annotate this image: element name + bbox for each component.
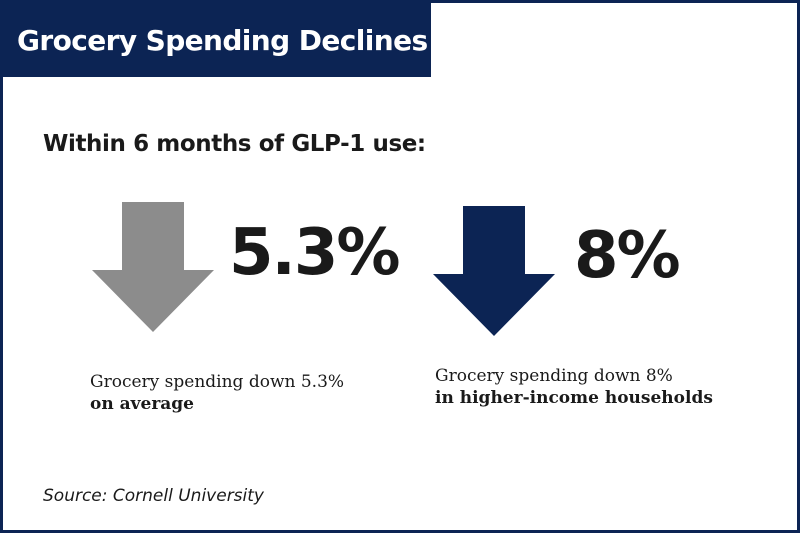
caption-text: Grocery spending down 5.3% bbox=[90, 372, 345, 392]
source-note: Source: Cornell University bbox=[43, 486, 264, 506]
caption-emphasis: on average bbox=[90, 394, 195, 414]
caption-text: Grocery spending down 8% bbox=[435, 366, 673, 386]
down-arrow-icon bbox=[433, 206, 555, 336]
title-banner: Grocery Spending Declines bbox=[3, 3, 431, 77]
page-title: Grocery Spending Declines bbox=[17, 23, 428, 57]
caption-emphasis: in higher-income households bbox=[435, 388, 713, 408]
stat-caption-average: Grocery spending down 5.3% on average bbox=[90, 371, 344, 415]
subtitle: Within 6 months of GLP-1 use: bbox=[43, 131, 426, 157]
stat-caption-higher-income: Grocery spending down 8% in higher-incom… bbox=[435, 365, 713, 409]
stat-value-average: 5.3% bbox=[229, 216, 400, 290]
stat-value-higher-income: 8% bbox=[574, 219, 681, 293]
down-arrow-icon bbox=[92, 202, 214, 332]
